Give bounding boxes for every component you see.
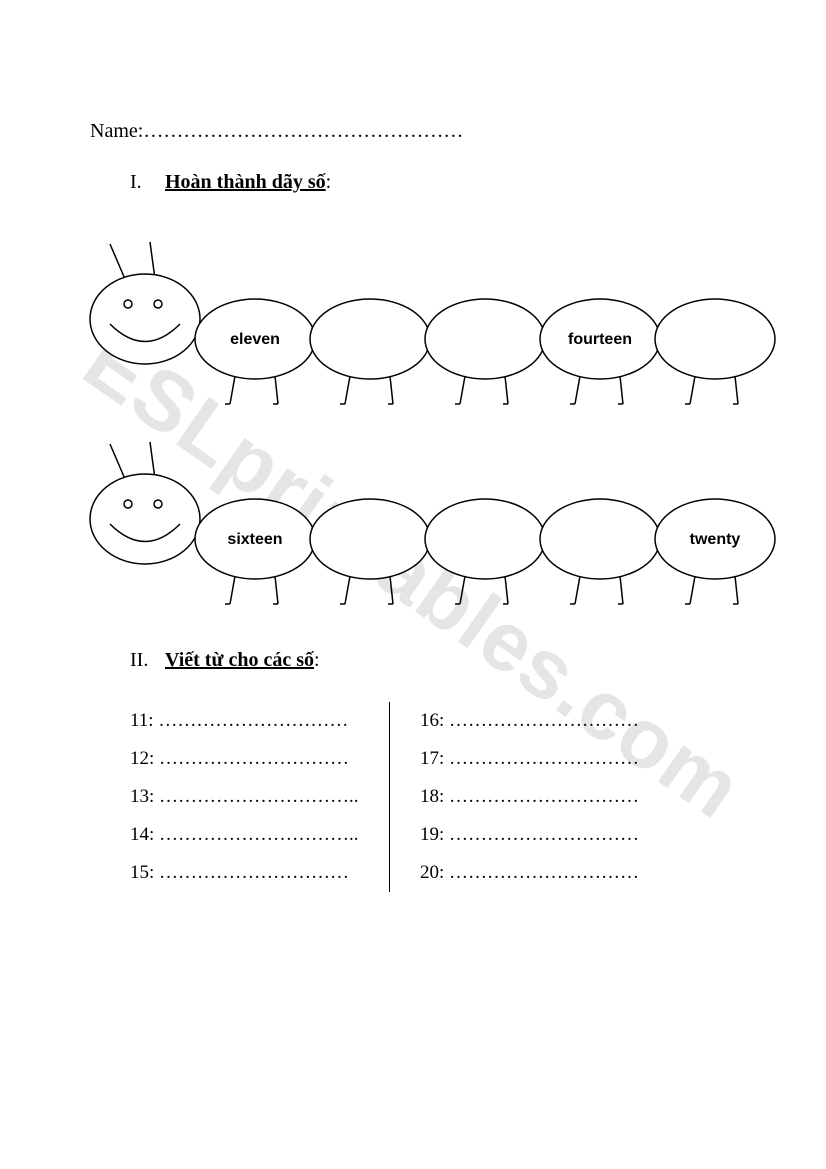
- right-column: 16: ………………………… 17: ………………………… 18: …………………: [390, 702, 650, 892]
- item-dots: …………………………: [449, 786, 639, 807]
- item-dots: …………………………: [449, 824, 639, 845]
- section1-title: Hoàn thành dãy số: [165, 171, 326, 193]
- list-item: 18: …………………………: [420, 778, 650, 816]
- cat1-seg4-label: fourteen: [568, 331, 632, 348]
- section2-title: Viết từ cho các số: [165, 649, 314, 671]
- section2-number: II.: [130, 649, 160, 672]
- worksheet-page: ESLprintables.com Name:………………………………………… …: [0, 0, 826, 1169]
- section1-number: I.: [130, 171, 160, 194]
- caterpillar-1-svg: eleven fourteen: [80, 224, 780, 424]
- item-num: 13: [130, 786, 149, 807]
- left-column: 11: ………………………… 12: ………………………… 13: …………………: [130, 702, 390, 892]
- caterpillar-2: sixteen twenty: [80, 424, 780, 624]
- cat2-seg5-label: twenty: [690, 531, 741, 548]
- item-num: 16: [420, 710, 439, 731]
- name-field-line: Name:…………………………………………: [90, 120, 736, 143]
- cat1-seg1-label: eleven: [230, 331, 280, 348]
- caterpillar-1: eleven fourteen: [80, 224, 780, 424]
- cat2-seg1-label: sixteen: [227, 531, 282, 548]
- list-item: 17: …………………………: [420, 740, 650, 778]
- item-dots: …………………………: [449, 862, 639, 883]
- caterpillar-2-svg: sixteen twenty: [80, 424, 780, 624]
- item-dots: …………………………: [159, 862, 349, 883]
- item-dots: …………………………: [158, 710, 348, 731]
- item-num: 12: [130, 748, 149, 769]
- list-item: 12: …………………………: [130, 740, 369, 778]
- item-dots: …………………………..: [159, 824, 359, 845]
- list-item: 20: …………………………: [420, 854, 650, 892]
- item-dots: …………………………: [159, 748, 349, 769]
- item-num: 20: [420, 862, 439, 883]
- item-dots: …………………………: [449, 748, 639, 769]
- list-item: 14: …………………………..: [130, 816, 369, 854]
- list-item: 19: …………………………: [420, 816, 650, 854]
- section2-heading: II. Viết từ cho các số:: [130, 649, 736, 672]
- section1-heading: I. Hoàn thành dãy số:: [130, 171, 736, 194]
- item-num: 14: [130, 824, 149, 845]
- name-dots: …………………………………………: [143, 120, 463, 142]
- list-item: 16: …………………………: [420, 702, 650, 740]
- section1-colon: :: [326, 171, 332, 193]
- item-num: 11: [130, 710, 148, 731]
- list-item: 11: …………………………: [130, 702, 369, 740]
- list-item: 13: …………………………..: [130, 778, 369, 816]
- item-num: 17: [420, 748, 439, 769]
- name-label: Name:: [90, 120, 143, 142]
- number-word-columns: 11: ………………………… 12: ………………………… 13: …………………: [130, 702, 736, 892]
- list-item: 15: …………………………: [130, 854, 369, 892]
- item-dots: …………………………..: [159, 786, 359, 807]
- item-dots: …………………………: [449, 710, 639, 731]
- item-num: 15: [130, 862, 149, 883]
- item-num: 19: [420, 824, 439, 845]
- section2-colon: :: [314, 649, 320, 671]
- item-num: 18: [420, 786, 439, 807]
- section2: II. Viết từ cho các số: 11: ………………………… 1…: [90, 649, 736, 892]
